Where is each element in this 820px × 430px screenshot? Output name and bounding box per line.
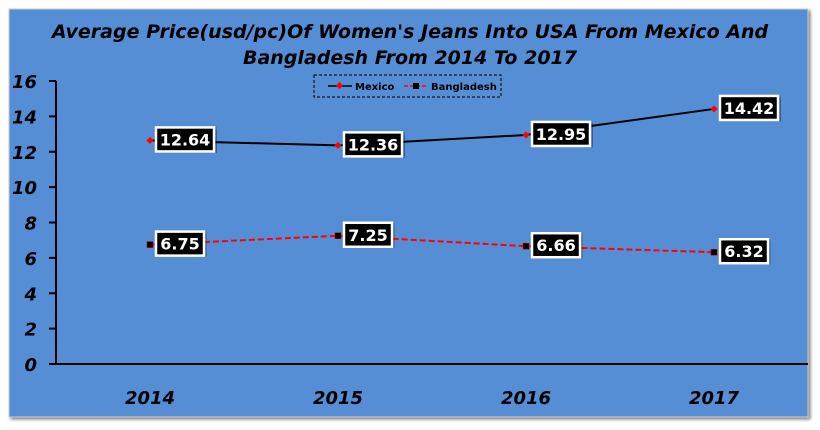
data-point-bangladesh: [710, 248, 718, 256]
legend-marker-bangladesh: [413, 83, 419, 89]
legend-marker-mexico: [335, 81, 344, 90]
y-tick-label: 16: [12, 72, 37, 93]
data-label-box: [154, 126, 216, 153]
data-label-box: [718, 237, 770, 265]
y-tick-label: 2: [24, 320, 37, 341]
y-tick-label: 12: [12, 143, 37, 164]
legend: Mexico Bangladesh: [313, 74, 502, 98]
chart-title-line-2: Bangladesh From 2014 To 2017: [243, 47, 578, 69]
data-label-box: [342, 131, 404, 158]
data-label-bangladesh: 7.25: [348, 226, 387, 245]
chart-title-line-1: Average Price(usd/pc)Of Women's Jeans In…: [50, 21, 769, 43]
series-line-mexico: [149, 107, 715, 147]
data-label-mexico: 12.64: [160, 130, 211, 149]
y-tick-label: 8: [24, 214, 37, 235]
y-tick-label: 10: [12, 178, 37, 199]
data-point-mexico: [710, 105, 718, 113]
legend-label-bangladesh: Bangladesh: [431, 82, 497, 93]
legend-label-mexico: Mexico: [355, 82, 395, 93]
data-label-box: [342, 221, 394, 249]
y-tick-label: 4: [23, 284, 37, 305]
x-tick-label: 2017: [689, 388, 740, 409]
data-label-box: [154, 230, 206, 257]
y-tick-label: 0: [24, 355, 37, 376]
data-point-bangladesh: [146, 241, 154, 248]
data-point-bangladesh: [334, 232, 342, 240]
data-label-box: [718, 94, 780, 122]
data-label-bangladesh: 6.32: [724, 242, 763, 261]
x-tick-label: 2014: [125, 388, 175, 409]
y-tick-label: 14: [12, 107, 37, 128]
data-point-mexico: [334, 141, 342, 149]
x-tick-label: 2015: [313, 388, 363, 409]
data-label-mexico: 14.42: [724, 99, 775, 118]
y-tick-label: 6: [24, 249, 37, 270]
data-point-mexico: [522, 131, 530, 139]
data-label-bangladesh: 6.75: [160, 235, 199, 254]
data-label-box: [530, 231, 582, 259]
series-line-bangladesh: [149, 234, 715, 254]
data-label-mexico: 12.95: [536, 125, 587, 144]
data-label-box: [530, 120, 592, 148]
data-label-mexico: 12.36: [348, 135, 399, 154]
chart-background: [8, 8, 809, 418]
data-point-bangladesh: [522, 242, 530, 250]
data-point-mexico: [146, 136, 154, 144]
x-tick-label: 2016: [501, 388, 551, 409]
data-label-bangladesh: 6.66: [536, 236, 575, 255]
